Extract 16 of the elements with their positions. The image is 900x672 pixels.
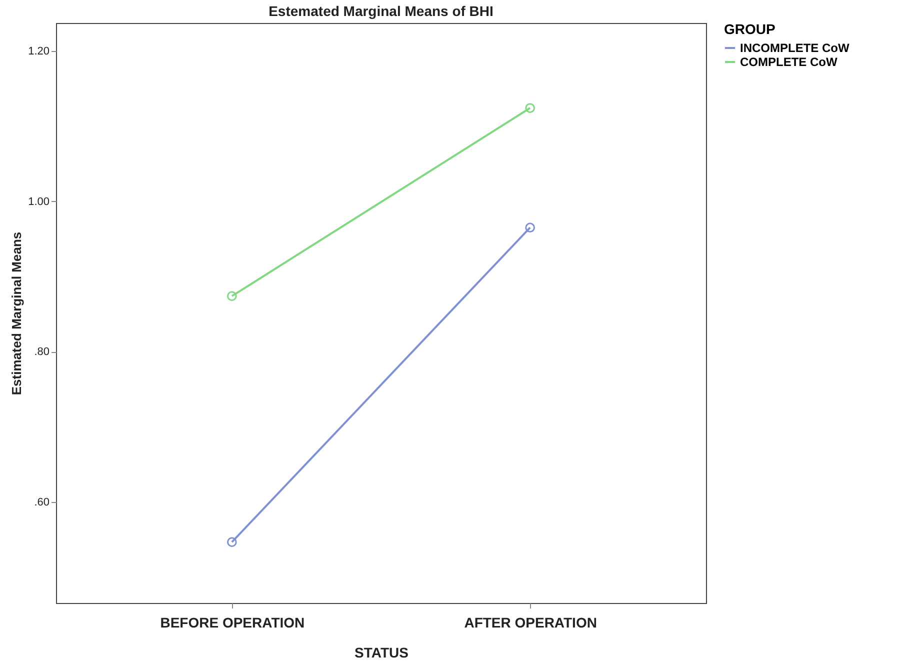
- legend-label: INCOMPLETE CoW: [740, 41, 850, 55]
- legend-title: GROUP: [724, 21, 776, 37]
- x-tick-label: BEFORE OPERATION: [160, 614, 305, 630]
- point: [525, 222, 536, 233]
- y-axis-title: Estimated Marginal Means: [9, 232, 24, 396]
- x-axis-title: STATUS: [354, 644, 408, 660]
- point: [525, 103, 536, 113]
- point: [226, 291, 237, 301]
- y-tick-label: .80: [34, 346, 50, 358]
- y-tick-label: 1.00: [28, 196, 50, 208]
- legend-label: COMPLETE CoW: [740, 55, 838, 69]
- chart-title: Estemated Marginal Means of BHI: [268, 3, 494, 19]
- y-tick-label: .60: [34, 496, 50, 509]
- point: [226, 537, 237, 547]
- y-tick-label: 1.20: [28, 45, 50, 58]
- x-tick-label: AFTER OPERATION: [464, 614, 597, 630]
